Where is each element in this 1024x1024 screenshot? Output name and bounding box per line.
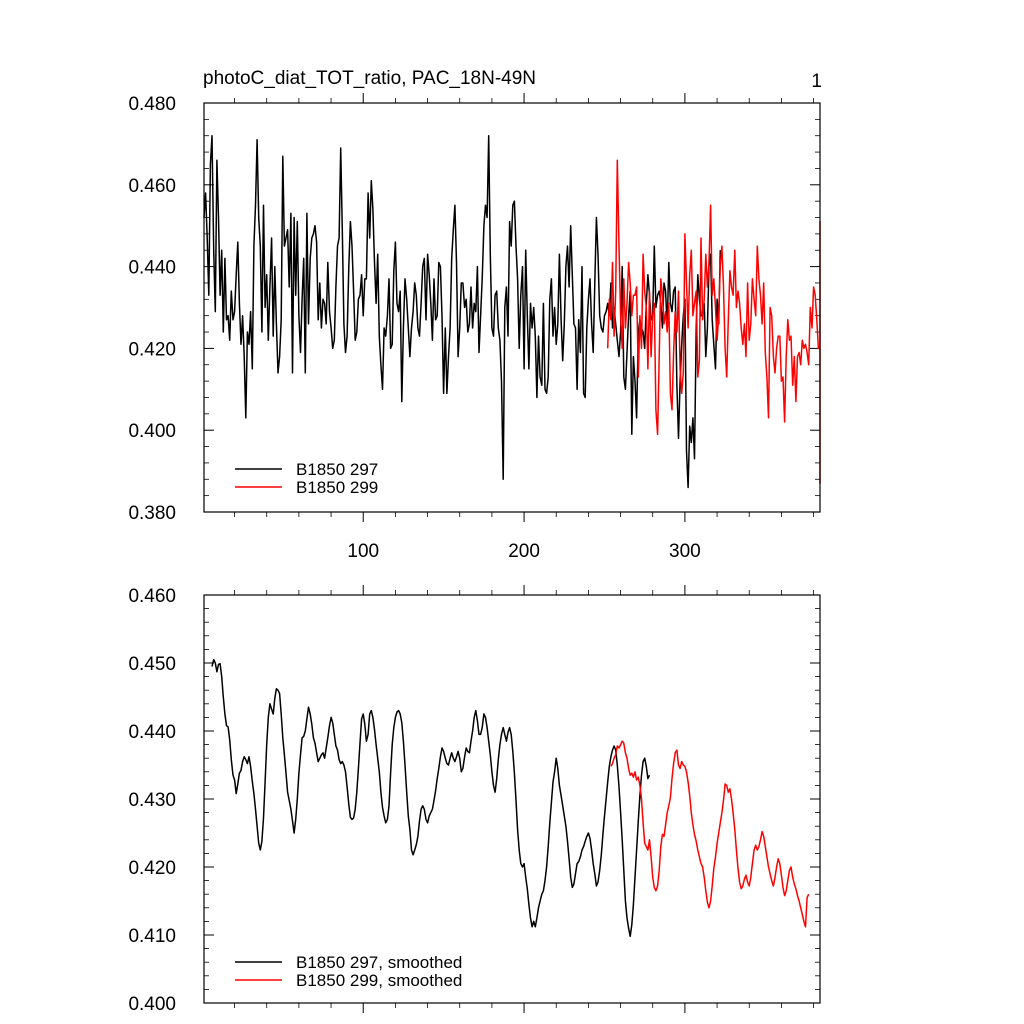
- y-tick-label: 0.440: [128, 722, 176, 743]
- y-tick-label: 0.420: [128, 858, 176, 879]
- y-tick-label: 0.450: [128, 654, 176, 675]
- bottom-panel: 0.400 0.410 0.420 0.430 0.440 0.450 0.460 B185…: [128, 585, 821, 1015]
- series-line-1: [211, 658, 651, 938]
- y-tick-label: 0.400: [128, 421, 176, 442]
- legend-label: B1850 299: [296, 478, 378, 497]
- y-tick-label: 0.460: [128, 586, 176, 607]
- top-panel: photoC_diat_TOT_ratio, PAC_18N-49N 1 0.3…: [128, 68, 822, 562]
- chart-title: photoC_diat_TOT_ratio, PAC_18N-49N: [203, 68, 536, 89]
- y-tick-label: 0.430: [128, 790, 176, 811]
- x-tick-label: 100: [347, 541, 379, 562]
- legend-label: B1850 297, smoothed: [296, 953, 462, 972]
- y-tick-label: 0.400: [128, 994, 176, 1015]
- y-tick-label: 0.410: [128, 926, 176, 947]
- y-tick-label: 0.460: [128, 176, 176, 197]
- bottom-plot-frame: [203, 594, 821, 1004]
- x-tick-label: 200: [508, 541, 540, 562]
- y-tick-label: 0.420: [128, 339, 176, 360]
- y-tick-label: 0.380: [128, 503, 176, 524]
- x-tick-label: 300: [669, 541, 701, 562]
- series-line-2: [610, 740, 810, 928]
- series-line-1: [203, 134, 722, 489]
- legend-label: B1850 297: [296, 460, 378, 479]
- legend-label: B1850 299, smoothed: [296, 971, 462, 990]
- y-tick-label: 0.480: [128, 94, 176, 115]
- corner-label: 1: [811, 71, 822, 92]
- top-plot-frame: [203, 102, 821, 513]
- y-tick-label: 0.440: [128, 258, 176, 279]
